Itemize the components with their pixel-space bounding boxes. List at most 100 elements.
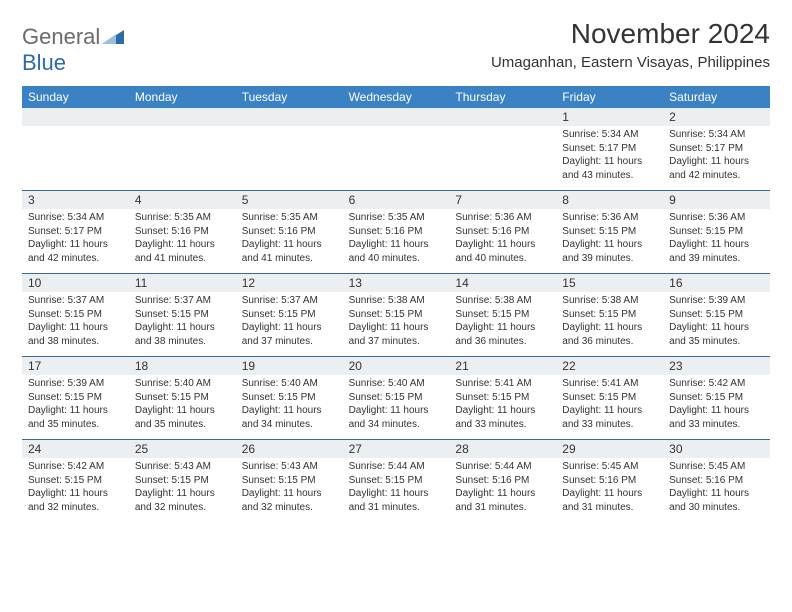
day-number: 13 bbox=[343, 274, 450, 292]
day-content bbox=[129, 126, 236, 190]
sunrise-text: Sunrise: 5:35 AM bbox=[242, 211, 337, 225]
daylight-text: Daylight: 11 hours and 39 minutes. bbox=[669, 238, 764, 265]
sunset-text: Sunset: 5:15 PM bbox=[135, 474, 230, 488]
sunrise-text: Sunrise: 5:34 AM bbox=[669, 128, 764, 142]
day-number: 11 bbox=[129, 274, 236, 292]
sunrise-text: Sunrise: 5:37 AM bbox=[135, 294, 230, 308]
day-content: Sunrise: 5:44 AMSunset: 5:15 PMDaylight:… bbox=[343, 458, 450, 522]
day-number: 1 bbox=[556, 108, 663, 126]
sunrise-text: Sunrise: 5:45 AM bbox=[562, 460, 657, 474]
weekday-header: Tuesday bbox=[236, 86, 343, 108]
sunrise-text: Sunrise: 5:36 AM bbox=[669, 211, 764, 225]
daylight-text: Daylight: 11 hours and 33 minutes. bbox=[669, 404, 764, 431]
daylight-text: Daylight: 11 hours and 42 minutes. bbox=[669, 155, 764, 182]
day-content: Sunrise: 5:43 AMSunset: 5:15 PMDaylight:… bbox=[129, 458, 236, 522]
day-content-row: Sunrise: 5:34 AMSunset: 5:17 PMDaylight:… bbox=[22, 126, 770, 190]
day-content-row: Sunrise: 5:42 AMSunset: 5:15 PMDaylight:… bbox=[22, 458, 770, 522]
day-number: 17 bbox=[22, 357, 129, 375]
sunrise-text: Sunrise: 5:43 AM bbox=[242, 460, 337, 474]
day-content: Sunrise: 5:44 AMSunset: 5:16 PMDaylight:… bbox=[449, 458, 556, 522]
day-number: 12 bbox=[236, 274, 343, 292]
logo-text-part1: General bbox=[22, 24, 100, 49]
sunrise-text: Sunrise: 5:41 AM bbox=[562, 377, 657, 391]
sunrise-text: Sunrise: 5:39 AM bbox=[28, 377, 123, 391]
daylight-text: Daylight: 11 hours and 32 minutes. bbox=[242, 487, 337, 514]
day-number: 9 bbox=[663, 191, 770, 209]
sunset-text: Sunset: 5:17 PM bbox=[669, 142, 764, 156]
sunset-text: Sunset: 5:17 PM bbox=[28, 225, 123, 239]
daylight-text: Daylight: 11 hours and 31 minutes. bbox=[349, 487, 444, 514]
day-content: Sunrise: 5:38 AMSunset: 5:15 PMDaylight:… bbox=[556, 292, 663, 356]
sunrise-text: Sunrise: 5:37 AM bbox=[242, 294, 337, 308]
sunset-text: Sunset: 5:16 PM bbox=[562, 474, 657, 488]
day-number: 6 bbox=[343, 191, 450, 209]
day-number bbox=[22, 108, 129, 126]
title-area: November 2024 Umaganhan, Eastern Visayas… bbox=[491, 18, 770, 71]
day-number-row: 24252627282930 bbox=[22, 439, 770, 458]
sunset-text: Sunset: 5:15 PM bbox=[242, 391, 337, 405]
daylight-text: Daylight: 11 hours and 33 minutes. bbox=[562, 404, 657, 431]
sunset-text: Sunset: 5:15 PM bbox=[349, 474, 444, 488]
weekday-header: Thursday bbox=[449, 86, 556, 108]
weekday-header: Wednesday bbox=[343, 86, 450, 108]
sunset-text: Sunset: 5:16 PM bbox=[349, 225, 444, 239]
day-number: 25 bbox=[129, 440, 236, 458]
day-content: Sunrise: 5:35 AMSunset: 5:16 PMDaylight:… bbox=[236, 209, 343, 273]
daylight-text: Daylight: 11 hours and 39 minutes. bbox=[562, 238, 657, 265]
logo-text: General Blue bbox=[22, 24, 124, 76]
day-content-row: Sunrise: 5:34 AMSunset: 5:17 PM Daylight:… bbox=[22, 209, 770, 273]
day-number-row: 17181920212223 bbox=[22, 356, 770, 375]
day-number bbox=[236, 108, 343, 126]
day-number: 20 bbox=[343, 357, 450, 375]
daylight-text: Daylight: 11 hours and 31 minutes. bbox=[562, 487, 657, 514]
daylight-text: Daylight: 11 hours and 30 minutes. bbox=[669, 487, 764, 514]
day-content: Sunrise: 5:34 AMSunset: 5:17 PMDaylight:… bbox=[663, 126, 770, 190]
sunrise-text: Sunrise: 5:44 AM bbox=[455, 460, 550, 474]
day-content: Sunrise: 5:35 AMSunset: 5:16 PMDaylight:… bbox=[129, 209, 236, 273]
day-number: 7 bbox=[449, 191, 556, 209]
day-content: Sunrise: 5:39 AMSunset: 5:15 PMDaylight:… bbox=[22, 375, 129, 439]
day-number: 30 bbox=[663, 440, 770, 458]
day-content: Sunrise: 5:40 AMSunset: 5:15 PMDaylight:… bbox=[236, 375, 343, 439]
month-title: November 2024 bbox=[491, 18, 770, 50]
day-number: 3 bbox=[22, 191, 129, 209]
day-number: 16 bbox=[663, 274, 770, 292]
sunrise-text: Sunrise: 5:45 AM bbox=[669, 460, 764, 474]
day-content: Sunrise: 5:36 AMSunset: 5:15 PMDaylight:… bbox=[663, 209, 770, 273]
sunrise-text: Sunrise: 5:42 AM bbox=[28, 460, 123, 474]
sunset-text: Sunset: 5:15 PM bbox=[349, 308, 444, 322]
day-content: Sunrise: 5:42 AMSunset: 5:15 PMDaylight:… bbox=[22, 458, 129, 522]
day-content: Sunrise: 5:37 AMSunset: 5:15 PMDaylight:… bbox=[22, 292, 129, 356]
sunrise-text: Sunrise: 5:43 AM bbox=[135, 460, 230, 474]
sunset-text: Sunset: 5:15 PM bbox=[242, 474, 337, 488]
sunset-text: Sunset: 5:17 PM bbox=[562, 142, 657, 156]
logo: General Blue bbox=[22, 24, 124, 76]
day-content bbox=[236, 126, 343, 190]
sunrise-text: Sunrise: 5:36 AM bbox=[562, 211, 657, 225]
day-number: 28 bbox=[449, 440, 556, 458]
day-content: Sunrise: 5:36 AMSunset: 5:16 PMDaylight:… bbox=[449, 209, 556, 273]
daylight-text: Daylight: 11 hours and 35 minutes. bbox=[135, 404, 230, 431]
daylight-text: Daylight: 11 hours and 37 minutes. bbox=[242, 321, 337, 348]
day-number: 21 bbox=[449, 357, 556, 375]
sunset-text: Sunset: 5:15 PM bbox=[562, 225, 657, 239]
day-number bbox=[343, 108, 450, 126]
day-number: 10 bbox=[22, 274, 129, 292]
sunset-text: Sunset: 5:15 PM bbox=[455, 391, 550, 405]
day-number: 18 bbox=[129, 357, 236, 375]
day-number: 29 bbox=[556, 440, 663, 458]
day-content-row: Sunrise: 5:39 AMSunset: 5:15 PMDaylight:… bbox=[22, 375, 770, 439]
day-number-row: 12 bbox=[22, 108, 770, 126]
day-content: Sunrise: 5:41 AMSunset: 5:15 PMDaylight:… bbox=[556, 375, 663, 439]
sunrise-text: Sunrise: 5:34 AM bbox=[28, 211, 123, 225]
day-content-row: Sunrise: 5:37 AM Sunset: 5:15 PM Daylight:… bbox=[22, 292, 770, 356]
daylight-text: Daylight: 11 hours and 36 minutes. bbox=[562, 321, 657, 348]
day-number: 23 bbox=[663, 357, 770, 375]
sunrise-text: Sunrise: 5:38 AM bbox=[562, 294, 657, 308]
sunrise-text: Sunrise: 5:38 AM bbox=[455, 294, 550, 308]
daylight-text: Daylight: 11 hours and 40 minutes. bbox=[455, 238, 550, 265]
day-number: 5 bbox=[236, 191, 343, 209]
day-content: Sunrise: 5:45 AMSunset: 5:16 PMDaylight:… bbox=[663, 458, 770, 522]
daylight-text: Daylight: 11 hours and 32 minutes. bbox=[28, 487, 123, 514]
sunset-text: Sunset: 5:15 PM bbox=[28, 391, 123, 405]
